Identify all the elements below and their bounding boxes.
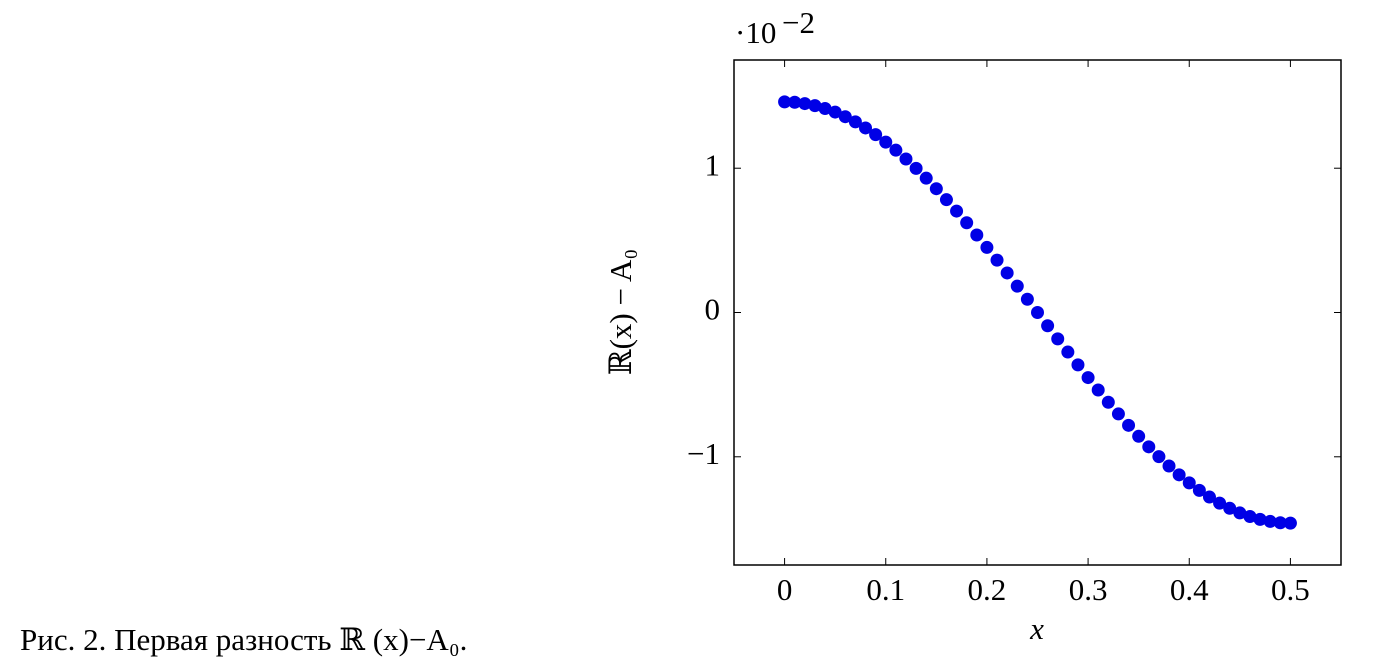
x-tick-label: 0.2: [968, 572, 1007, 607]
point: [1263, 514, 1277, 528]
point: [1213, 496, 1227, 510]
point: [1202, 490, 1216, 504]
point: [889, 143, 903, 157]
point: [808, 99, 822, 113]
point: [1091, 383, 1105, 397]
point: [1111, 407, 1125, 421]
point: [828, 105, 842, 119]
point: [1233, 506, 1247, 520]
point: [1020, 292, 1034, 306]
y-tick-label: 0: [705, 292, 721, 327]
point: [1253, 512, 1267, 526]
point: [970, 228, 984, 242]
point: [909, 161, 923, 175]
y-tick-label: −1: [687, 436, 720, 471]
point: [929, 182, 943, 196]
point: [1041, 319, 1055, 333]
point: [939, 193, 953, 207]
point: [1223, 501, 1237, 515]
point: [1051, 332, 1065, 346]
point: [1071, 358, 1085, 372]
point: [1122, 418, 1136, 432]
x-tick-label: 0.5: [1271, 572, 1310, 607]
point: [1101, 395, 1115, 409]
point: [960, 216, 974, 230]
point: [990, 253, 1004, 267]
x-tick-label: 0.1: [866, 572, 905, 607]
x-tick-label: 0.3: [1069, 572, 1108, 607]
point: [980, 240, 994, 254]
point: [1192, 483, 1206, 497]
x-tick-label: 0: [777, 572, 793, 607]
caption: Рис. 2. Первая разность ℝ (x)−A₀.: [20, 622, 467, 657]
point: [1152, 450, 1166, 464]
y-axis-label: ℝ(x) − A₀: [603, 249, 638, 375]
y-tick-label: 1: [705, 147, 721, 182]
x-axis-label: x: [1029, 611, 1044, 646]
point: [788, 95, 802, 109]
point: [1243, 510, 1257, 524]
point: [1010, 279, 1024, 293]
point: [1273, 516, 1287, 530]
point: [899, 152, 913, 166]
point: [1132, 429, 1146, 443]
point: [848, 115, 862, 129]
point: [1000, 266, 1014, 280]
x-tick-label: 0.4: [1170, 572, 1209, 607]
point: [1081, 371, 1095, 385]
point: [838, 110, 852, 124]
point: [1172, 468, 1186, 482]
point: [1182, 476, 1196, 490]
point: [798, 97, 812, 111]
point: [1031, 306, 1044, 319]
point: [1061, 345, 1075, 359]
point: [1142, 440, 1156, 454]
point: [859, 121, 873, 135]
y-scale-exponent: −2: [782, 5, 815, 40]
point: [879, 135, 893, 149]
point: [818, 101, 832, 115]
point: [869, 128, 883, 142]
point: [1162, 459, 1176, 473]
point: [919, 171, 933, 185]
point: [778, 95, 792, 109]
point: [1283, 516, 1297, 530]
y-scale-label: ·10: [735, 15, 776, 50]
point: [950, 204, 964, 218]
